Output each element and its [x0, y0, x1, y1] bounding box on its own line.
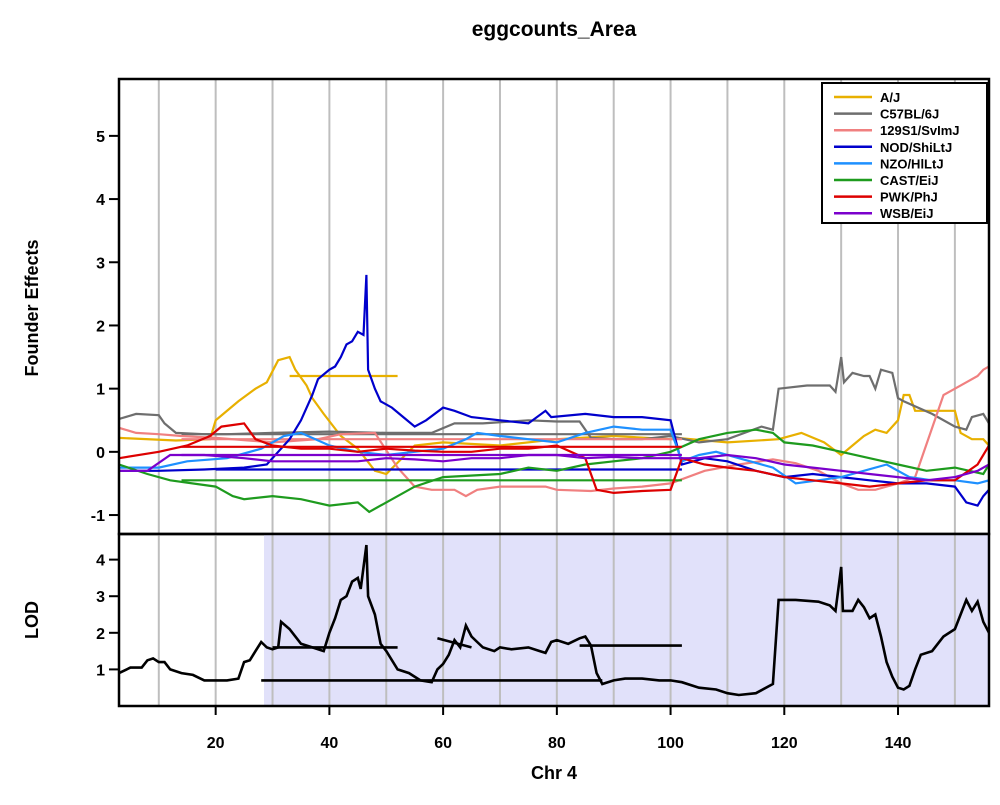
legend-label: 129S1/SvImJ — [880, 123, 960, 138]
x-tick-label: 80 — [548, 735, 566, 752]
y-tick-label: 4 — [96, 192, 105, 209]
y-tick-label: 3 — [96, 589, 105, 606]
series-line-c57bl-6j — [119, 356, 989, 444]
series-line-cast-eij — [119, 428, 989, 514]
y-tick-label: 5 — [96, 129, 105, 146]
chart-title: eggcounts_Area — [472, 18, 637, 41]
series-line-nzo-hlltj — [119, 425, 989, 485]
series-line-a-j — [119, 355, 989, 476]
x-tick-label: 100 — [657, 735, 684, 752]
legend-label: PWK/PhJ — [880, 190, 938, 205]
y-tick-label: 1 — [96, 382, 105, 399]
series-line-lod — [437, 637, 472, 649]
series-line-nod-shiltj — [119, 274, 989, 507]
legend-label: NOD/ShiLtJ — [880, 140, 952, 155]
x-tick-label: 60 — [434, 735, 452, 752]
y-axis-label-effects: Founder Effects — [22, 239, 42, 376]
y-axis-label-lod: LOD — [22, 601, 42, 639]
series-line-pwk-phj — [119, 422, 989, 495]
legend-label: NZO/HlLtJ — [880, 156, 944, 171]
x-tick-label: 40 — [320, 735, 338, 752]
legend-label: CAST/EiJ — [880, 173, 939, 188]
x-axis-label: Chr 4 — [531, 763, 577, 783]
legend-box — [821, 82, 988, 224]
y-tick-label: 3 — [96, 255, 105, 272]
x-axis: 20 40 60 80 100 120 140 — [207, 706, 912, 752]
series-group — [119, 274, 989, 514]
legend-label: A/J — [880, 90, 900, 105]
y-tick-label: 2 — [96, 318, 105, 335]
series-line-lod — [119, 544, 989, 697]
x-tick-label: 120 — [771, 735, 798, 752]
founder-effects-panel: -1 0 1 2 3 4 5 — [91, 77, 991, 536]
lod-frame — [117, 532, 991, 708]
y-tick-label: -1 — [91, 508, 105, 525]
x-tick-label: 20 — [207, 735, 225, 752]
y-tick-label: 1 — [96, 662, 105, 679]
y-tick-label: 2 — [96, 626, 105, 643]
legend-label: WSB/EiJ — [880, 206, 933, 221]
legend-label: C57BL/6J — [880, 107, 939, 122]
series-group — [119, 544, 989, 697]
y-tick-label: 0 — [96, 445, 105, 462]
y-tick-label: 4 — [96, 553, 105, 570]
x-tick-label: 140 — [885, 735, 912, 752]
series-line-wsb-eij — [119, 453, 989, 482]
lod-panel: 1 2 3 4 — [96, 532, 991, 708]
